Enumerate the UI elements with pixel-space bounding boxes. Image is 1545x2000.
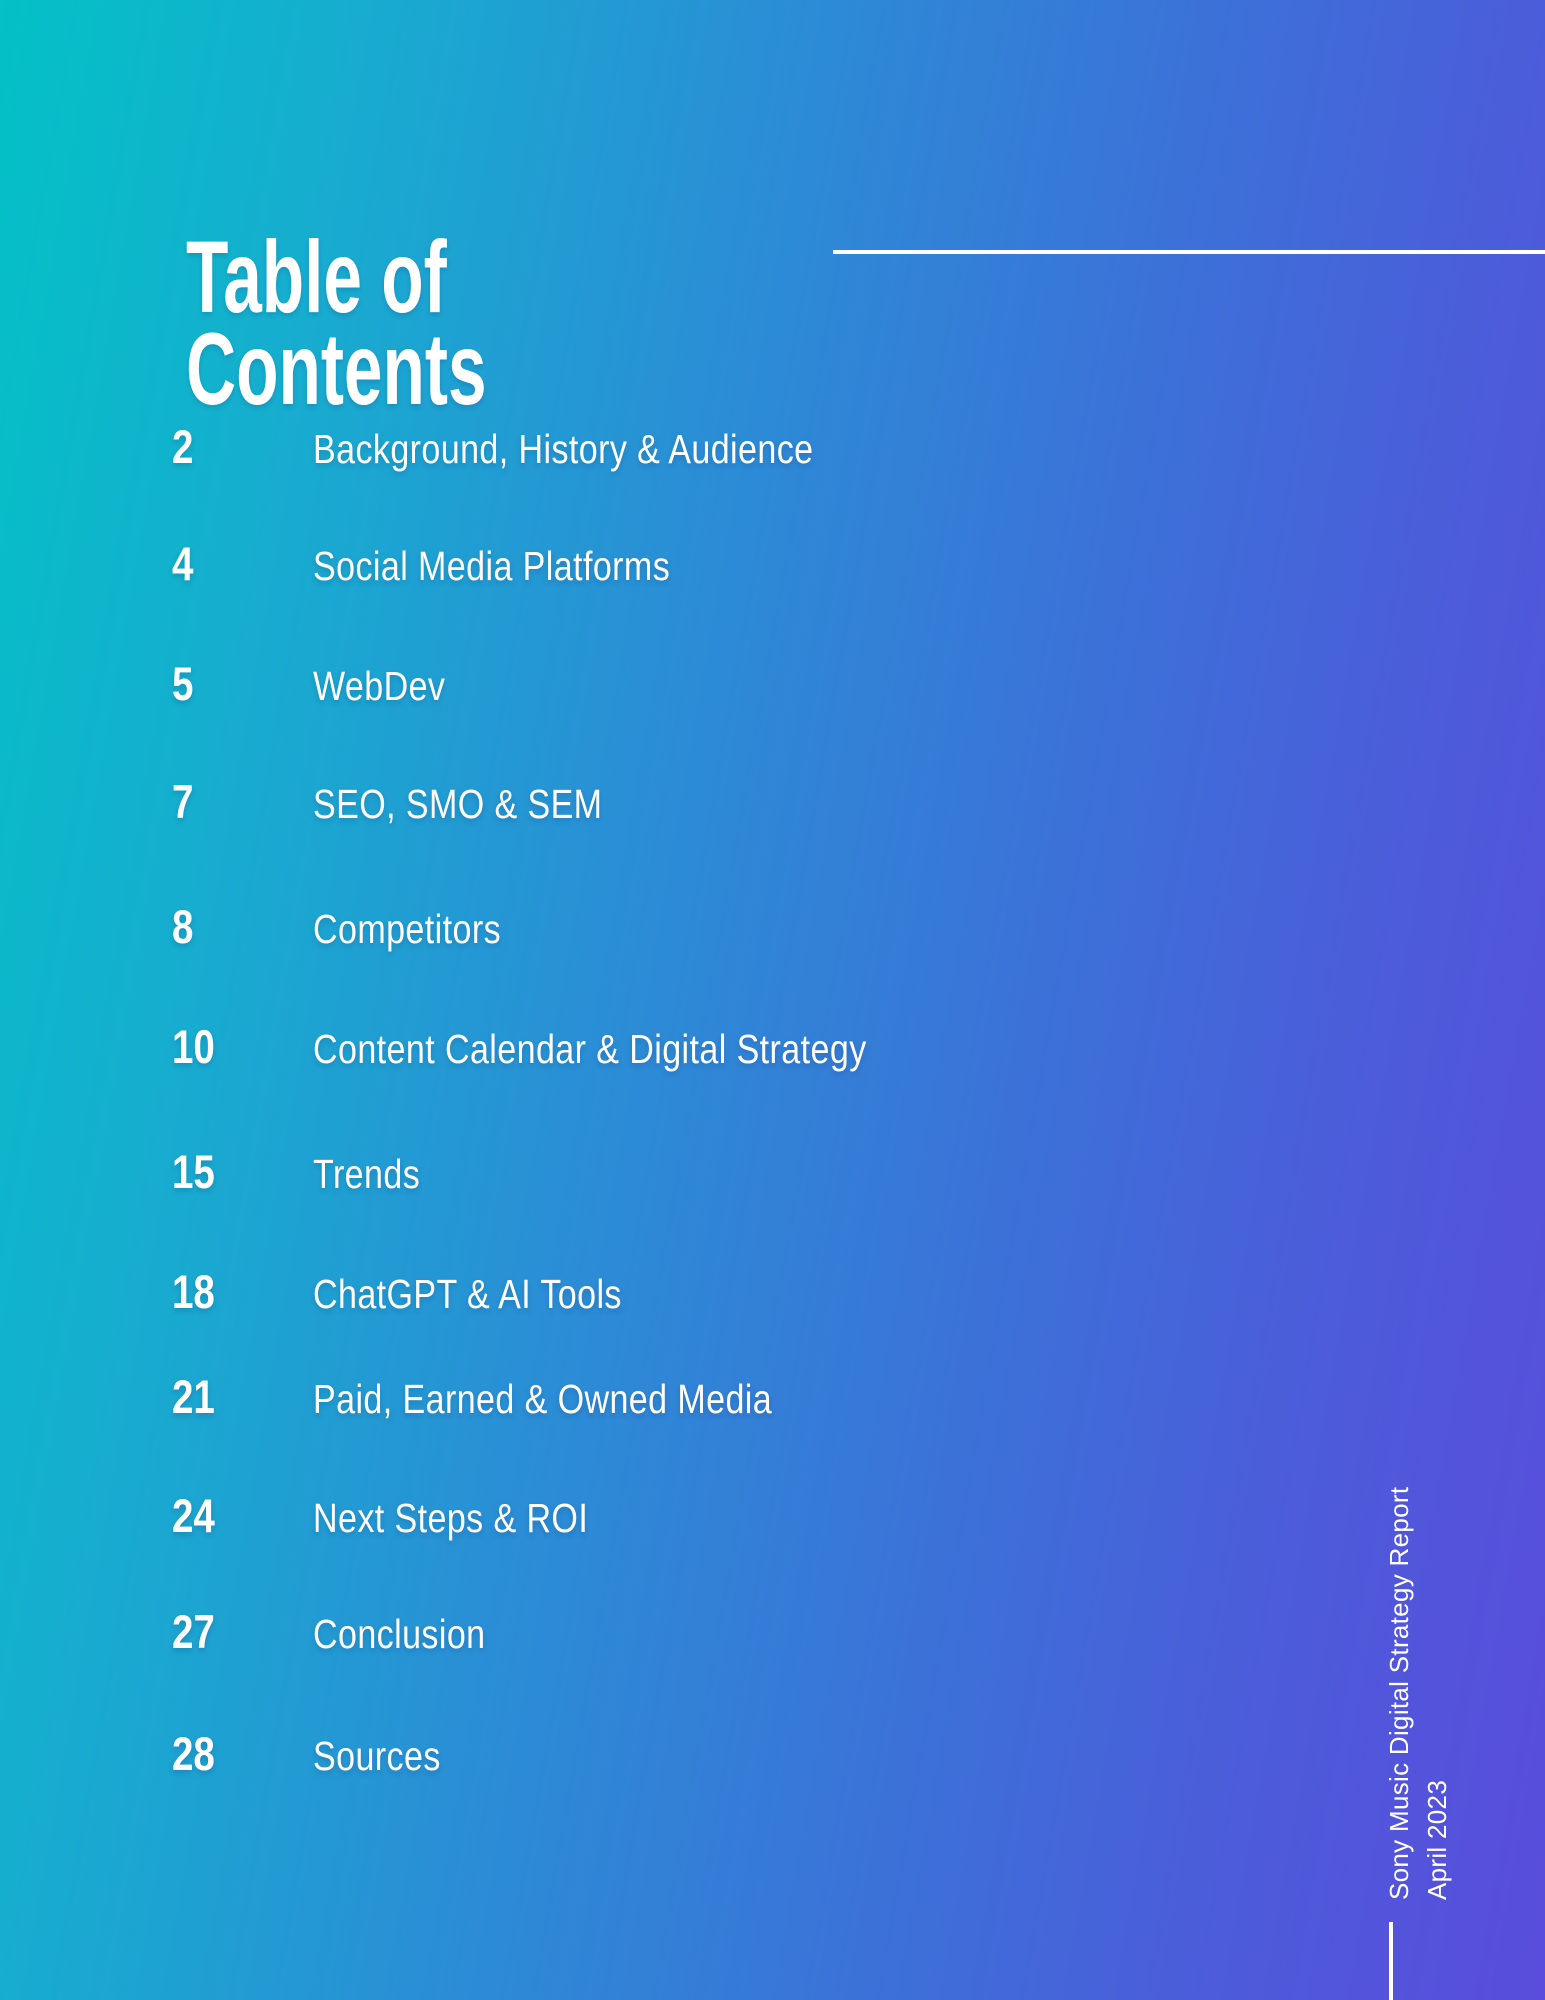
- toc-row: 15 Trends: [172, 1147, 442, 1199]
- toc-page-number: 2: [172, 420, 194, 473]
- toc-entry-title: Paid, Earned & Owned Media: [313, 1376, 773, 1422]
- toc-entry-title: Next Steps & ROI: [313, 1495, 589, 1541]
- toc-entry-title: WebDev: [313, 663, 446, 709]
- sidebar-vertical-text: Sony Music Digital Strategy Report April…: [1380, 1487, 1456, 1900]
- report-date-vertical: April 2023: [1422, 1779, 1452, 1900]
- toc-row: 5 WebDev: [172, 659, 472, 711]
- page-title-line-2: Contents: [186, 312, 487, 427]
- toc-row: 7 SEO, SMO & SEM: [172, 777, 662, 829]
- toc-page-number: 27: [172, 1605, 215, 1658]
- page-title: Table of Contents: [186, 220, 487, 427]
- toc-entry-title: Social Media Platforms: [313, 543, 671, 589]
- toc-entry-title: Content Calendar & Digital Strategy: [313, 1026, 867, 1072]
- toc-entry-title: Competitors: [313, 906, 502, 952]
- toc-row: 2 Background, History & Audience: [172, 422, 916, 474]
- toc-entry-title: ChatGPT & AI Tools: [313, 1271, 622, 1317]
- toc-row: 24 Next Steps & ROI: [172, 1491, 645, 1543]
- toc-row: 27 Conclusion: [172, 1607, 521, 1659]
- toc-row: 4 Social Media Platforms: [172, 539, 743, 591]
- toc-page-number: 10: [172, 1020, 215, 1073]
- toc-page-number: 28: [172, 1727, 215, 1780]
- toc-row: 21 Paid, Earned & Owned Media: [172, 1372, 866, 1424]
- toc-entry-title: Conclusion: [313, 1611, 486, 1657]
- header-rule-line: [833, 250, 1545, 254]
- report-name-vertical: Sony Music Digital Strategy Report: [1384, 1486, 1414, 1900]
- toc-page-number: 21: [172, 1370, 215, 1423]
- toc-row: 18 ChatGPT & AI Tools: [172, 1267, 685, 1319]
- toc-entry-title: Background, History & Audience: [313, 426, 814, 472]
- toc-page-number: 7: [172, 775, 194, 828]
- sidebar-divider-line: [1389, 1922, 1393, 2000]
- toc-entry-title: SEO, SMO & SEM: [313, 781, 603, 827]
- toc-page-number: 4: [172, 537, 194, 590]
- toc-entry-title: Sources: [313, 1733, 441, 1779]
- toc-entry-title: Trends: [313, 1151, 421, 1197]
- toc-page-number: 24: [172, 1489, 215, 1542]
- page-title-line-1: Table of: [186, 220, 447, 335]
- toc-row: 28 Sources: [172, 1729, 467, 1781]
- toc-page-number: 15: [172, 1145, 215, 1198]
- toc-page-number: 5: [172, 657, 194, 710]
- toc-row: 8 Competitors: [172, 902, 540, 954]
- toc-row: 10 Content Calendar & Digital Strategy: [172, 1022, 980, 1074]
- toc-page-number: 8: [172, 900, 194, 953]
- toc-page-number: 18: [172, 1265, 215, 1318]
